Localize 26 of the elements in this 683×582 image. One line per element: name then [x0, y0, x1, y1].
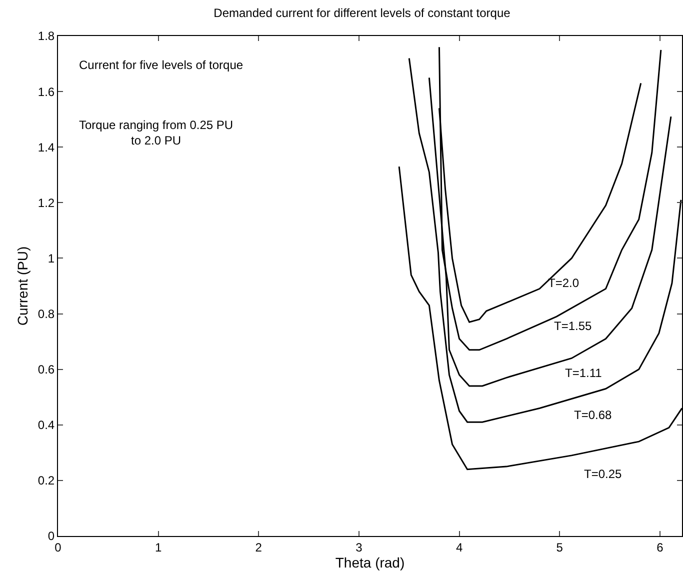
x-tick-label: 3 [356, 540, 363, 554]
series-label: T=2.0 [548, 276, 580, 290]
x-tick-label: 1 [154, 540, 162, 554]
x-tick-label: 2 [255, 540, 262, 554]
y-tick-label: 1.8 [38, 29, 55, 44]
annotation: Current for five levels of torque [79, 58, 244, 72]
x-axis-title: Theta (rad) [335, 554, 405, 571]
annotation: Torque ranging from 0.25 PU to 2.0 PU [79, 118, 234, 148]
y-tick-label: 0.6 [38, 362, 55, 377]
y-tick-label: 0.2 [38, 474, 55, 488]
series-label: T=0.25 [584, 467, 622, 481]
y-tick-label: 1.4 [38, 140, 55, 154]
y-tick-label: 1.2 [38, 196, 55, 210]
x-tick-label: 5 [556, 540, 564, 554]
series-label: T=1.55 [554, 319, 592, 333]
series-label: T=0.68 [574, 408, 612, 422]
y-tick-label: 1.6 [38, 84, 55, 99]
y-tick-label: 0.4 [38, 418, 55, 432]
y-tick-label: 0 [48, 529, 55, 544]
y-axis-title: Current (PU) [14, 246, 31, 326]
x-tick-label: 4 [456, 540, 463, 554]
y-tick-label: 0.8 [38, 306, 55, 321]
x-tick-label: 6 [656, 540, 664, 554]
y-tick-label: 1 [48, 251, 55, 266]
series-label: T=1.11 [565, 366, 602, 380]
chart-title: Demanded current for different levels of constant torque [214, 6, 511, 20]
